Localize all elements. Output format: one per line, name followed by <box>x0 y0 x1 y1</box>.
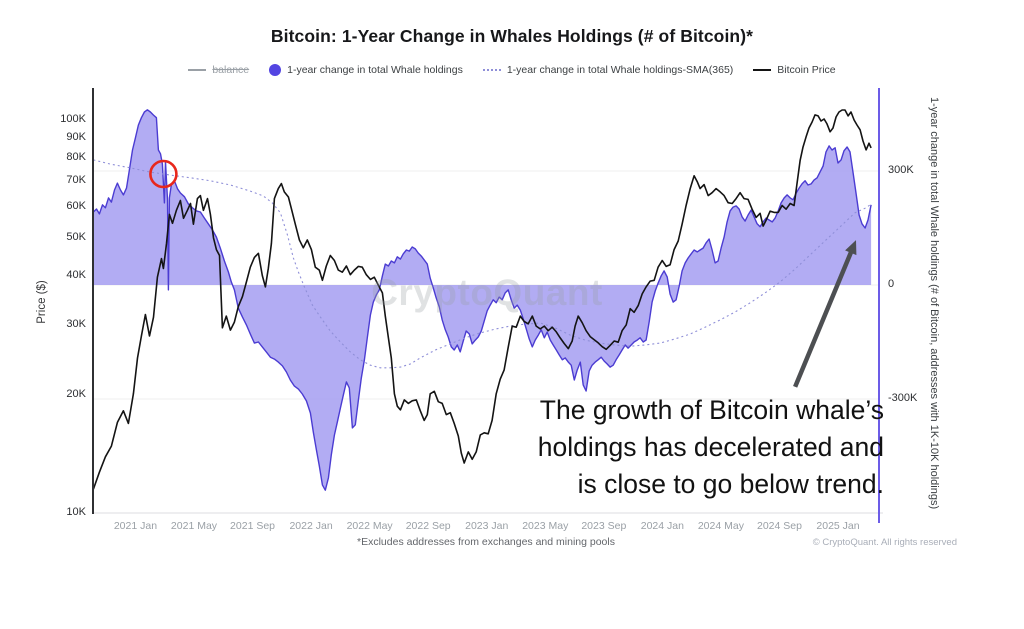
y-axis-tick-price: 30K <box>66 318 86 331</box>
y-axis-tick-whale: 300K <box>888 163 914 176</box>
x-axis-tick: 2021 Jan <box>113 520 158 532</box>
x-axis-tick: 2023 May <box>522 520 569 532</box>
x-axis-tick: 2023 Sep <box>581 520 627 532</box>
x-axis-tick: 2022 Sep <box>405 520 451 532</box>
x-axis-tick: 2023 Jan <box>465 520 509 532</box>
x-axis-tick: 2024 Jan <box>640 520 684 532</box>
legend-item-1[interactable]: 1-year change in total Whale holdings <box>269 64 463 76</box>
dotted-blue-swatch-icon <box>482 69 501 71</box>
y-axis-tick-price: 10K <box>66 506 86 518</box>
y-axis-tick-price: 20K <box>66 387 86 400</box>
legend-item-label: balance <box>212 64 250 76</box>
annotation-line: holdings has decelerated and <box>537 432 884 462</box>
cryptoquant-watermark: CryptoQuant <box>371 272 603 313</box>
x-axis-tick: 2024 Sep <box>756 520 802 532</box>
line-black-swatch-icon <box>753 69 772 71</box>
y-axis-tick-price: 50K <box>66 231 86 244</box>
chart-legend: balance 1-year change in total Whale hold… <box>0 61 1024 79</box>
y-axis-tick-whale: -300K <box>888 391 918 404</box>
x-axis-tick: 2022 Jan <box>289 520 333 532</box>
annotation-line: is close to go below trend. <box>577 469 884 499</box>
x-axis-tick: 2022 May <box>346 520 393 532</box>
legend-item-label: Bitcoin Price <box>777 64 836 76</box>
y-axis-label-whale-change: 1-year change in total Whale holdings (#… <box>928 96 940 510</box>
y-axis-tick-price: 40K <box>66 269 86 282</box>
legend-item-label: 1-year change in total Whale holdings-SM… <box>506 64 734 76</box>
annotation-line: The growth of Bitcoin whale’s <box>539 395 884 425</box>
y-axis-tick-price: 80K <box>66 151 86 164</box>
x-axis-tick: 2024 May <box>697 520 744 532</box>
x-axis-tick: 2025 Jan <box>816 520 860 532</box>
y-axis-label-price: Price ($) <box>36 280 48 324</box>
y-axis-tick-whale: 0 <box>888 277 895 290</box>
chart-footnote: *Excludes addresses from exchanges and m… <box>357 536 615 548</box>
x-axis-tick: 2021 May <box>170 520 218 532</box>
x-axis-tick: 2021 Sep <box>230 520 276 532</box>
y-axis-tick-price: 60K <box>66 200 86 213</box>
legend-item-label: 1-year change in total Whale holdings <box>287 64 463 76</box>
legend-item-3[interactable]: Bitcoin Price <box>753 64 836 76</box>
y-axis-tick-price: 70K <box>66 173 86 186</box>
copyright-notice: © CryptoQuant. All rights reserved <box>812 537 957 548</box>
line-grey-swatch-icon <box>188 69 207 71</box>
annotation-text: The growth of Bitcoin whale’s holdings h… <box>538 392 884 503</box>
y-axis-tick-price: 90K <box>66 130 86 143</box>
page-title: Bitcoin: 1-Year Change in Whales Holding… <box>270 26 754 46</box>
y-axis-tick-price: 100K <box>60 112 86 125</box>
dot-purple-swatch-icon <box>269 64 282 76</box>
legend-item-0[interactable]: balance <box>188 64 249 76</box>
legend-item-2[interactable]: 1-year change in total Whale holdings-SM… <box>482 64 734 76</box>
